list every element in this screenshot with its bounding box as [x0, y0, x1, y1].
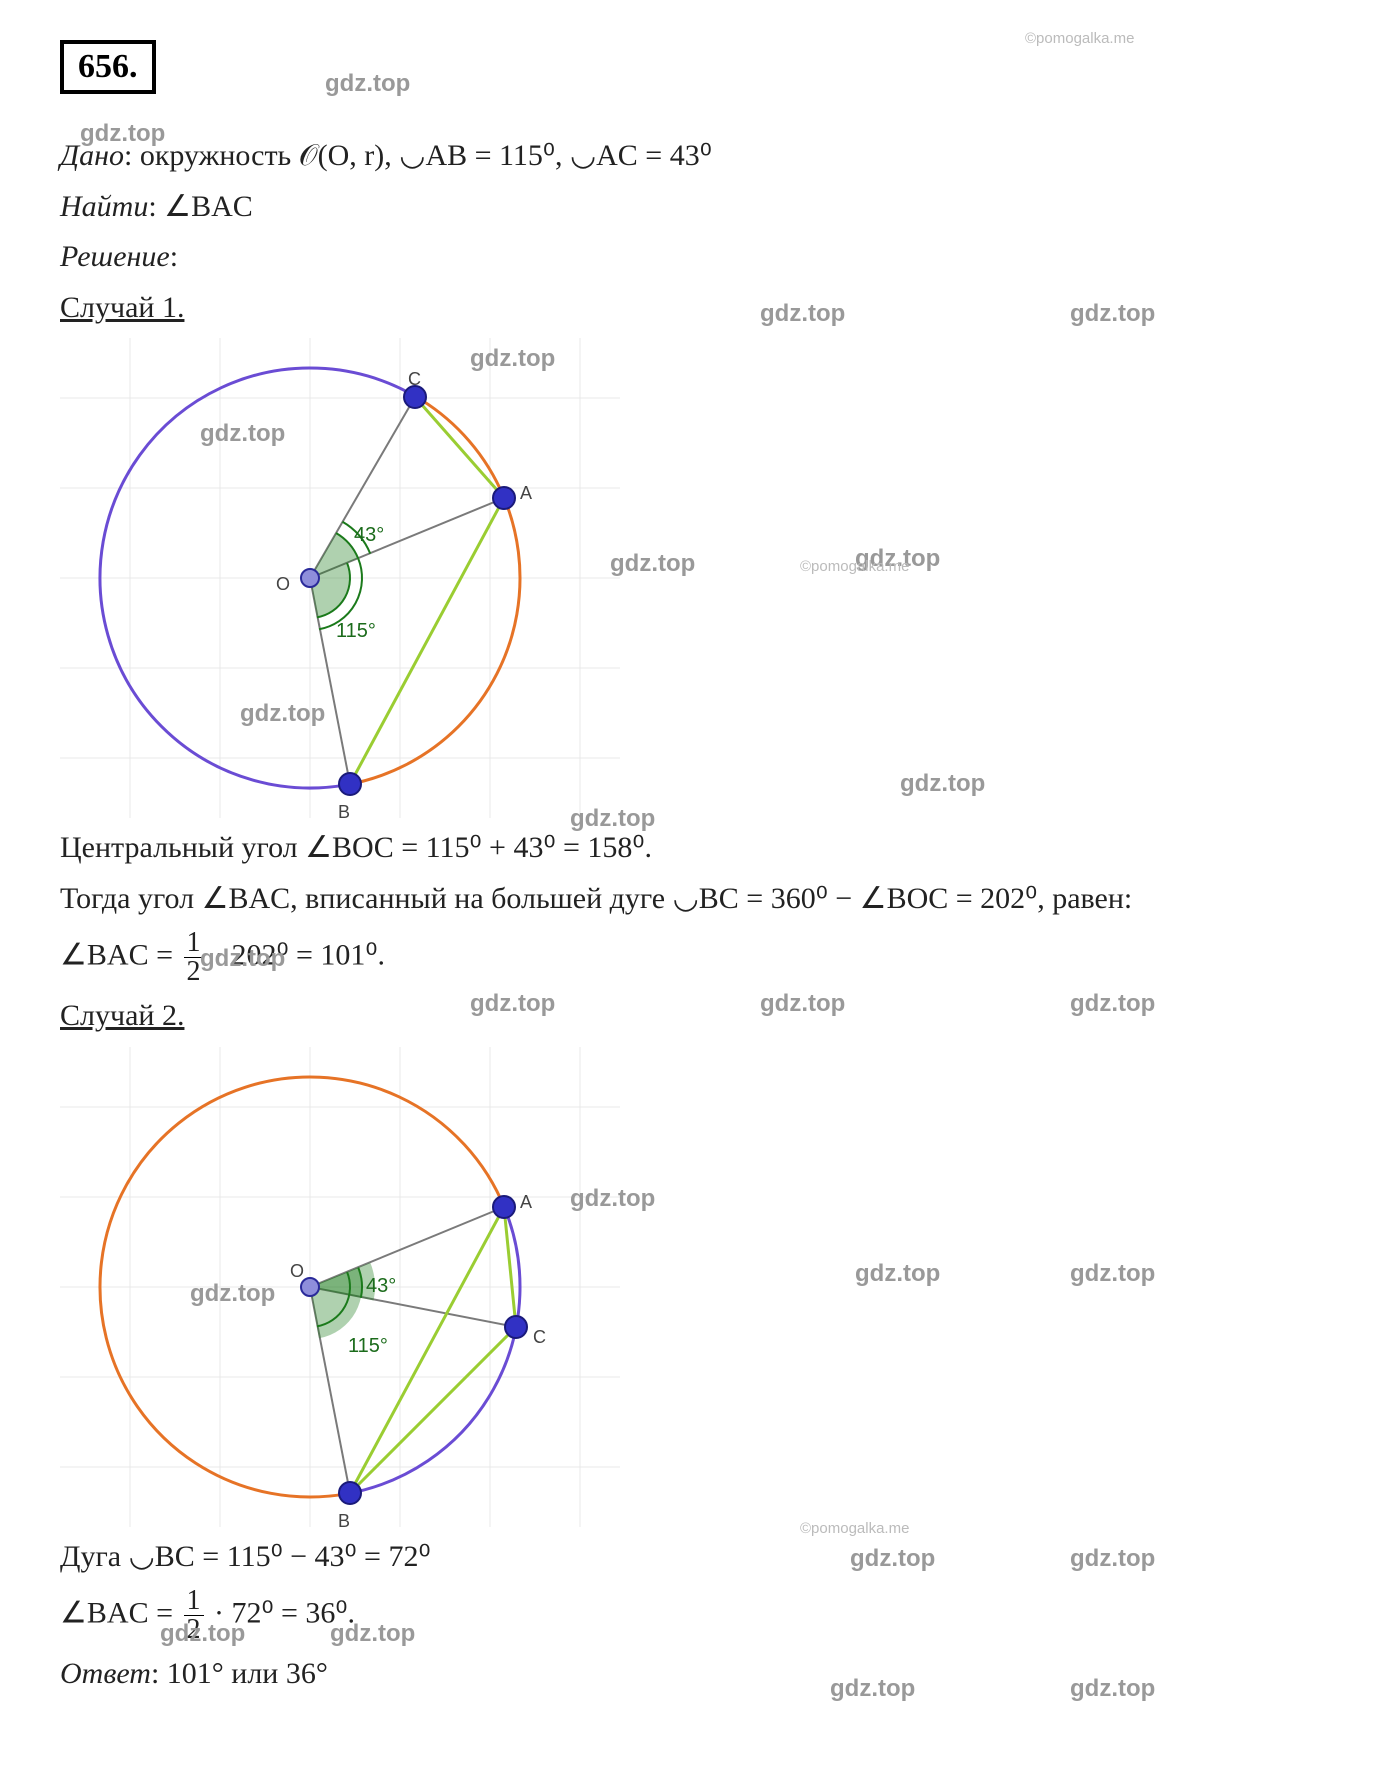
result1-suffix: · 202⁰ = 101⁰. [214, 938, 385, 971]
copyright-text: ©pomogalka.me [800, 1520, 909, 1537]
diagram-case1: O A B C 43° 115° [60, 338, 620, 818]
point-c2 [505, 1316, 527, 1338]
label-o: O [276, 574, 290, 595]
find-line: Найти: ∠BAC [60, 187, 1340, 228]
point-b [339, 773, 361, 795]
label-c2: C [533, 1327, 546, 1348]
label-angle115: 115° [336, 620, 376, 643]
find-body: : ∠BAC [148, 190, 252, 223]
answer-label: Ответ [60, 1657, 151, 1690]
answer-line: Ответ: 101° или 36° [60, 1654, 1340, 1695]
label-angle43: 43° [354, 524, 384, 547]
case2-heading: Случай 2. [60, 996, 1340, 1037]
diagram1-svg [60, 338, 620, 818]
given-body: : окружность 𝒪(O, r), ◡AB = 115⁰, ◡AC = … [124, 139, 712, 172]
watermark-text: gdz.top [855, 1260, 940, 1288]
result1-prefix: ∠BAC = [60, 938, 181, 971]
radius-oa2 [310, 1207, 504, 1287]
label-a: A [520, 483, 532, 504]
watermark-text: gdz.top [610, 550, 695, 578]
result2-suffix: · 72⁰ = 36⁰. [214, 1596, 355, 1629]
inscribed-line: Тогда угол ∠BAC, вписанный на большей ду… [60, 879, 1340, 920]
central-angle-line: Центральный угол ∠BOC = 115⁰ + 43⁰ = 158… [60, 828, 1340, 869]
watermark-text: gdz.top [855, 545, 940, 573]
result2-prefix: ∠BAC = [60, 1596, 181, 1629]
label-a2: A [520, 1192, 532, 1213]
point-b2 [339, 1482, 361, 1504]
solution-line: Решение: [60, 237, 1340, 278]
label-b: B [338, 802, 350, 823]
answer-body: : 101° или 36° [151, 1657, 328, 1690]
copyright-text: ©pomogalka.me [1025, 30, 1134, 47]
chord-ac [415, 397, 504, 498]
result2-line: ∠BAC = 1 2 · 72⁰ = 36⁰. [60, 1587, 1340, 1644]
given-line: Дано: окружность 𝒪(O, r), ◡AB = 115⁰, ◡A… [60, 136, 1340, 177]
label-angle43-2: 43° [366, 1275, 396, 1298]
fraction-icon: 1 2 [184, 929, 204, 986]
arc-cab [346, 396, 520, 785]
fraction-icon: 1 2 [184, 1587, 204, 1644]
label-c: C [408, 369, 421, 390]
point-a2 [493, 1196, 515, 1218]
copyright-text: ©pomogalka.me [800, 558, 909, 575]
label-b2: B [338, 1511, 350, 1532]
label-angle115-2: 115° [348, 1335, 388, 1358]
diagram-case2: O A B C 43° 115° [60, 1047, 620, 1527]
watermark-text: gdz.top [900, 770, 985, 798]
angle115-fill2 [310, 1267, 362, 1338]
given-label: Дано [60, 139, 124, 172]
diagram2-svg [60, 1047, 620, 1527]
label-o2: O [290, 1261, 304, 1282]
point-o [301, 569, 319, 587]
page: 656. Дано: окружность 𝒪(O, r), ◡AB = 115… [0, 0, 1400, 1791]
watermark-text: gdz.top [1070, 1260, 1155, 1288]
problem-number: 656. [60, 40, 156, 94]
solution-label: Решение [60, 240, 170, 273]
case1-heading: Случай 1. [60, 288, 1340, 329]
result1-line: ∠BAC = 1 2 · 202⁰ = 101⁰. [60, 929, 1340, 986]
arc-line: Дуга ◡BC = 115⁰ − 43⁰ = 72⁰ [60, 1537, 1340, 1578]
point-a [493, 487, 515, 509]
find-label: Найти [60, 190, 148, 223]
